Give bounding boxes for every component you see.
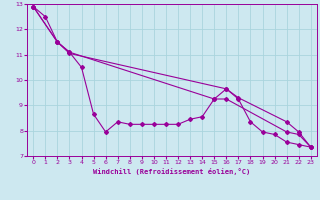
X-axis label: Windchill (Refroidissement éolien,°C): Windchill (Refroidissement éolien,°C) [93,168,251,175]
